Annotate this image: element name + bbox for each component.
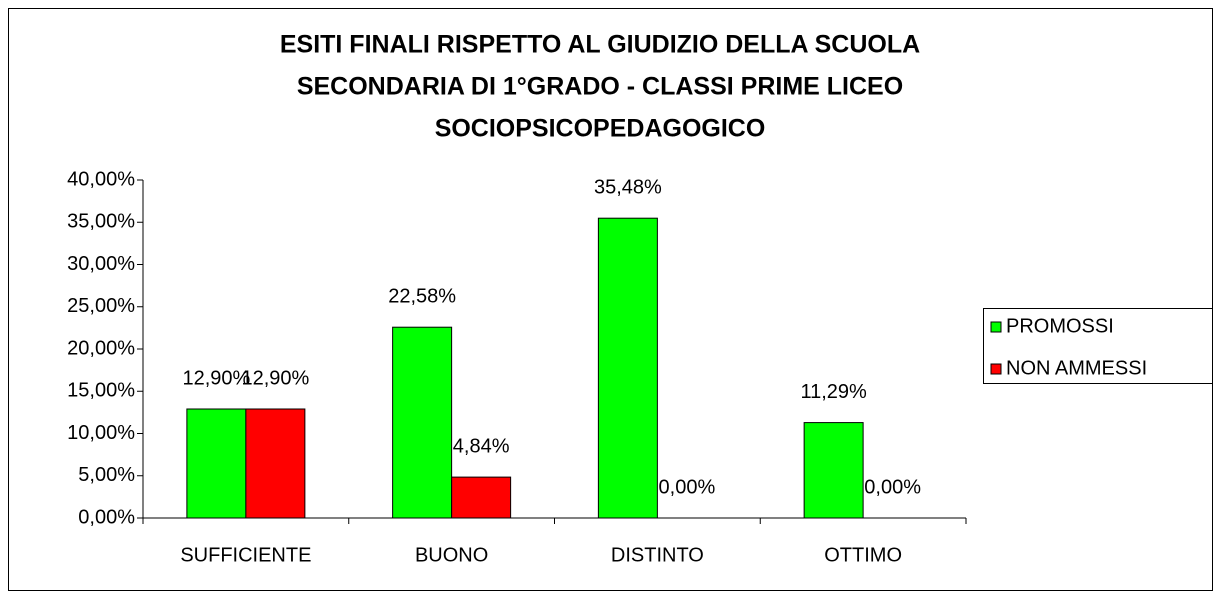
value-label: 12,90% xyxy=(241,367,309,389)
value-label: 12,90% xyxy=(182,367,250,389)
y-tick-label: 30,00% xyxy=(67,253,135,275)
bar xyxy=(803,422,864,519)
chart-title: ESITI FINALI RISPETTO AL GIUDIZIO DELLA … xyxy=(280,31,920,59)
bar xyxy=(245,408,306,519)
value-label: 4,84% xyxy=(453,435,510,457)
y-tick-label: 5,00% xyxy=(78,464,135,486)
y-tick-label: 40,00% xyxy=(67,168,135,190)
value-label: 35,48% xyxy=(594,176,662,198)
bar xyxy=(186,408,247,519)
legend-label: NON AMMESSI xyxy=(1006,357,1147,379)
y-tick-label: 10,00% xyxy=(67,422,135,444)
bar xyxy=(392,326,453,519)
x-tick-label: BUONO xyxy=(415,544,488,566)
bar xyxy=(597,217,658,519)
x-tick-label: DISTINTO xyxy=(611,544,704,566)
value-label: 11,29% xyxy=(800,381,867,403)
y-tick-label: 15,00% xyxy=(67,380,135,402)
x-tick-label: OTTIMO xyxy=(824,544,902,566)
y-tick-label: 0,00% xyxy=(78,506,135,528)
chart-title: SOCIOPSICOPEDAGOGICO xyxy=(435,115,766,143)
x-tick-label: SUFFICIENTE xyxy=(180,544,311,566)
legend-box xyxy=(983,308,1213,384)
y-tick-label: 25,00% xyxy=(67,295,135,317)
y-tick-label: 20,00% xyxy=(67,337,135,359)
value-label: 0,00% xyxy=(864,476,921,498)
chart-title: SECONDARIA DI 1°GRADO - CLASSI PRIME LIC… xyxy=(297,73,903,101)
legend-label: PROMOSSI xyxy=(1006,315,1114,337)
legend-swatch xyxy=(990,321,1002,333)
bar xyxy=(451,476,512,519)
value-label: 0,00% xyxy=(659,476,716,498)
y-tick-label: 35,00% xyxy=(67,211,135,233)
value-label: 22,58% xyxy=(388,285,456,307)
legend-swatch xyxy=(990,363,1002,375)
